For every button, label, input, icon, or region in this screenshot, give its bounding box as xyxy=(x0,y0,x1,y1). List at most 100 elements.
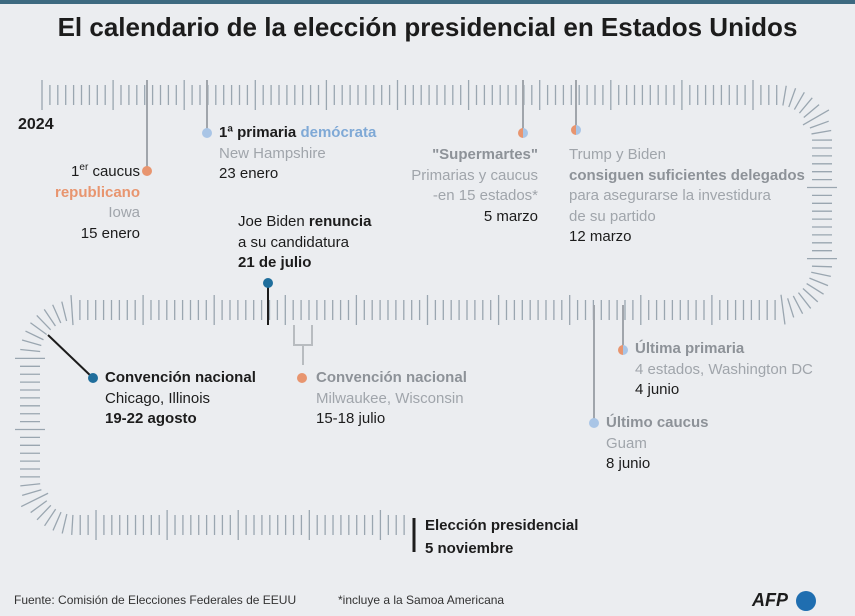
dot-half xyxy=(618,345,623,355)
event: Convención nacional Milwaukee, Wisconsin… xyxy=(316,368,467,430)
text: de su partido xyxy=(569,207,656,225)
text: demócrata xyxy=(300,124,377,141)
track-tick xyxy=(809,120,829,129)
track-tick xyxy=(797,292,812,309)
text: Chicago, Illinois xyxy=(105,389,211,407)
logo-globe xyxy=(796,591,816,611)
text: Convención nacional xyxy=(105,369,256,386)
track-tick xyxy=(788,87,797,108)
dot-half xyxy=(576,125,581,135)
connector xyxy=(293,325,313,365)
event: "Supermartes" Primarias y caucus -en 15 … xyxy=(411,145,538,227)
text: Convención nacional xyxy=(316,369,467,386)
dot xyxy=(263,278,273,288)
event: Joe Biden renuncia a su candidatura 21 d… xyxy=(238,212,371,274)
dot xyxy=(88,373,98,383)
text: 5 marzo xyxy=(483,207,538,225)
track-tick xyxy=(809,277,829,287)
event: Elección presidencial 5 noviembre xyxy=(425,514,578,560)
event: Última primaria 4 estados, Washington DC… xyxy=(635,339,813,401)
track-tick xyxy=(787,298,795,318)
note: *incluye a la Samoa Americana xyxy=(338,593,505,607)
text: consiguen suficientes delegados xyxy=(569,166,805,184)
track-tick xyxy=(30,322,48,336)
text: Última primaria xyxy=(635,340,745,357)
event: Convención nacional Chicago, Illinois 19… xyxy=(105,368,256,430)
text: 1ª xyxy=(219,124,233,141)
track-tick xyxy=(25,330,44,341)
track-tick xyxy=(20,348,41,353)
track-tick xyxy=(70,295,74,326)
text: 8 junio xyxy=(606,455,651,472)
logo: AFP xyxy=(752,590,788,610)
dot-half xyxy=(623,345,628,355)
event: 1ª primaria demócrata New Hampshire 23 e… xyxy=(219,123,376,185)
track-tick xyxy=(61,513,68,534)
track-tick xyxy=(44,508,57,527)
text: New Hampshire xyxy=(219,144,326,162)
dot xyxy=(297,373,307,383)
track-tick xyxy=(71,514,74,535)
text: a su candidatura xyxy=(238,233,349,251)
track-tick xyxy=(21,339,42,347)
dot-half xyxy=(523,128,528,138)
title: El calendario de la elección presidencia… xyxy=(57,12,798,42)
track-tick xyxy=(798,97,813,114)
top-bar xyxy=(0,0,855,4)
track-tick xyxy=(20,483,41,487)
text: 19-22 agosto xyxy=(105,410,197,427)
track-tick xyxy=(793,91,805,110)
text: 4 estados, Washington DC xyxy=(635,360,813,378)
text: -en 15 estados* xyxy=(432,187,538,204)
event: Trump y Biden consiguen suficientes dele… xyxy=(569,145,805,248)
track-ticks xyxy=(15,80,837,540)
track-tick xyxy=(30,500,48,514)
track-tick xyxy=(36,504,52,521)
track-tick xyxy=(52,511,62,531)
text: Joe Biden xyxy=(238,213,305,230)
dot-half xyxy=(518,128,523,138)
text: 4 junio xyxy=(635,381,680,398)
track-tick xyxy=(20,492,49,508)
connector xyxy=(47,334,94,379)
track-tick xyxy=(780,294,786,325)
source: Fuente: Comisión de Elecciones Federales… xyxy=(14,593,297,607)
event: 1er caucus republicano Iowa 15 enero xyxy=(55,162,140,244)
dot xyxy=(589,418,599,428)
track-tick xyxy=(802,288,819,303)
dot xyxy=(142,166,152,176)
text: 15 enero xyxy=(80,224,140,242)
text: Elección presidencial xyxy=(425,517,579,534)
text: Primarias y caucus xyxy=(411,166,538,184)
dot-half xyxy=(571,125,576,135)
text: para asegurarse la investidura xyxy=(569,187,771,204)
year: 2024 xyxy=(18,116,54,133)
track-tick xyxy=(782,85,787,106)
text: 12 marzo xyxy=(569,228,632,245)
dot xyxy=(202,128,212,138)
text: Trump y Biden xyxy=(569,146,666,163)
text: "Supermartes" xyxy=(432,146,538,163)
text: 5 noviembre xyxy=(425,540,514,557)
text: Guam xyxy=(606,434,647,452)
track-tick xyxy=(52,304,62,324)
track-tick xyxy=(36,315,52,331)
track-tick xyxy=(43,309,56,327)
track-tick xyxy=(21,489,42,496)
track-tick xyxy=(61,301,68,322)
track-tick xyxy=(803,104,820,118)
text: 15-18 julio xyxy=(316,410,386,427)
event: Último caucus Guam 8 junio xyxy=(606,413,709,475)
text: Iowa xyxy=(108,204,140,221)
track-tick xyxy=(811,265,832,268)
text: er xyxy=(79,162,89,173)
text: 23 enero xyxy=(219,165,279,182)
track-tick xyxy=(806,283,824,295)
text: 21 de julio xyxy=(238,254,312,271)
text: Último caucus xyxy=(606,414,709,431)
track-tick xyxy=(811,129,832,135)
text: renuncia xyxy=(308,213,372,230)
track-tick xyxy=(802,109,830,126)
